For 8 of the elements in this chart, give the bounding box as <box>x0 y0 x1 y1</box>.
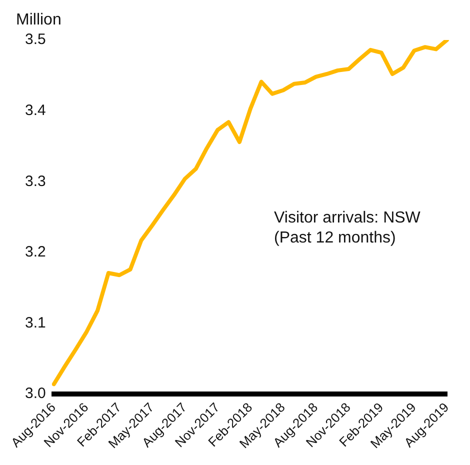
annotation: Visitor arrivals: NSW (Past 12 months) <box>274 209 422 246</box>
y-axis-title: Million <box>16 11 62 28</box>
y-tick-label: 3.2 <box>25 244 46 261</box>
y-tick-label: 3.3 <box>25 172 46 190</box>
y-tick-label: 3.0 <box>25 385 46 402</box>
y-tick-label: 3.1 <box>25 314 46 332</box>
y-tick-label: 3.4 <box>25 102 46 119</box>
y-tick-label: 3.5 <box>25 31 46 48</box>
